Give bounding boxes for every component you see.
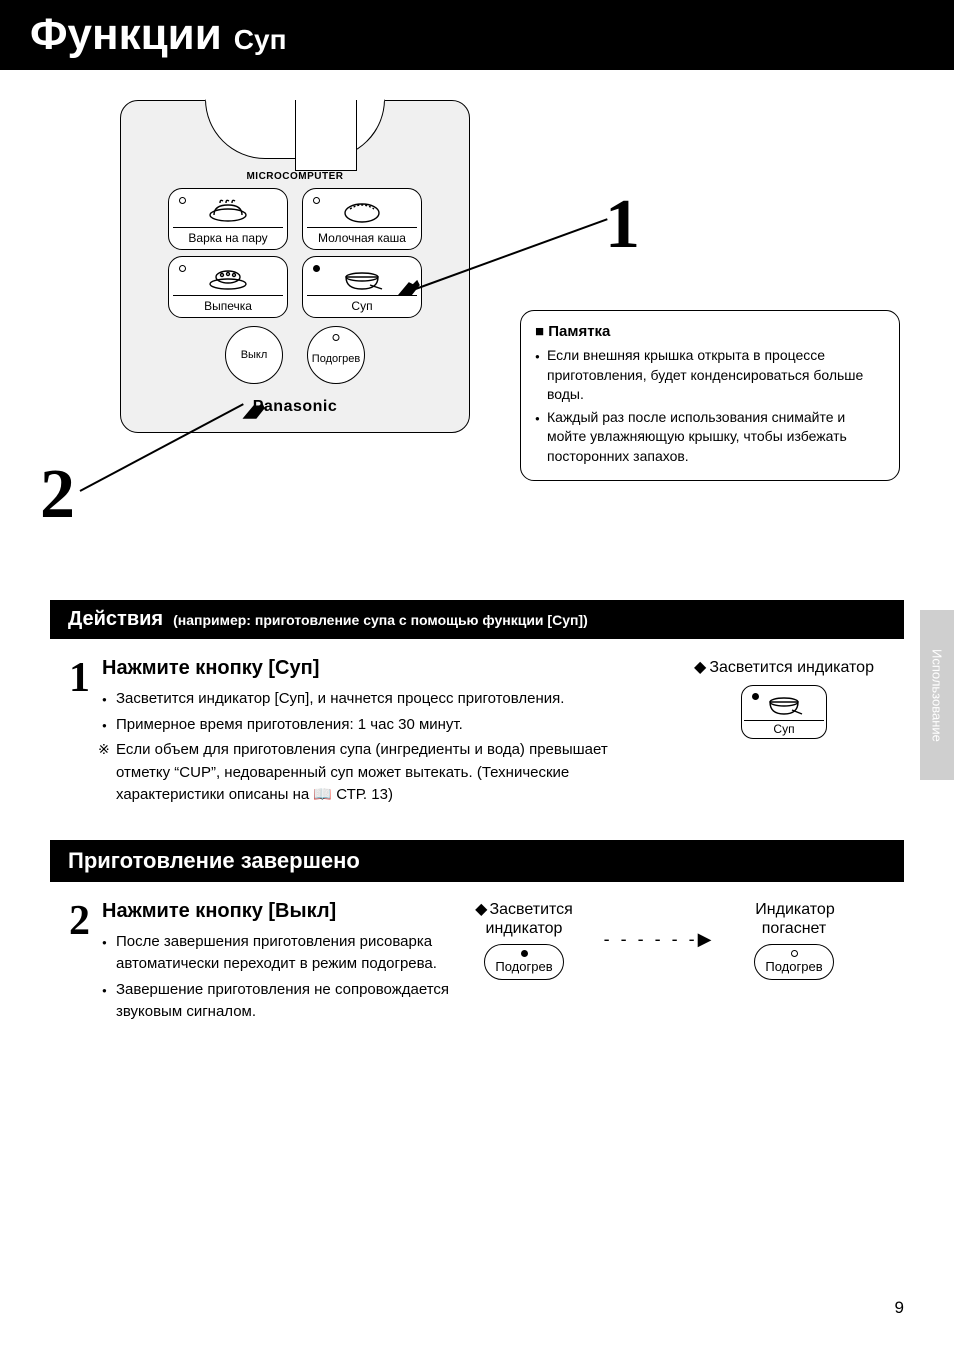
- note-item: Если внешняя крышка открыта в процессе п…: [535, 346, 885, 405]
- warm-off-label: Подогрев: [765, 959, 822, 974]
- step-2-title: Нажмите кнопку [Выкл]: [102, 900, 482, 923]
- dash-arrow-icon: - - - - - -▶: [604, 929, 715, 950]
- note-title: Памятка: [535, 321, 885, 342]
- soup-indicator-label: Суп: [744, 722, 824, 736]
- step-1: 1 Нажмите кнопку [Суп] Засветится индика…: [50, 657, 904, 810]
- indicator-off-column: Индикатор погаснет Подогрев: [734, 900, 854, 980]
- page-number: 9: [895, 1298, 904, 1318]
- side-tab: Использование: [920, 610, 954, 780]
- soup-indicator-led-icon: [752, 693, 759, 700]
- warm-on-label: Подогрев: [495, 959, 552, 974]
- title-bar: Функции Суп: [0, 0, 954, 70]
- soup-label: Суп: [307, 297, 417, 315]
- off-button[interactable]: Выкл: [225, 326, 283, 384]
- button-row-3: Выкл Подогрев: [137, 326, 453, 384]
- step-2: 2 Нажмите кнопку [Выкл] После завершения…: [50, 900, 904, 1070]
- warm-on-led-icon: [521, 950, 528, 957]
- done-bar: Приготовление завершено: [50, 840, 904, 882]
- microcomputer-label: MICROCOMPUTER: [137, 171, 453, 182]
- step-2-number: 2: [50, 900, 90, 1070]
- done-title: Приготовление завершено: [68, 848, 360, 873]
- step-2-bullet: После завершения приготовления рисоварка…: [102, 931, 482, 976]
- off-label: Выкл: [241, 349, 268, 361]
- steam-button[interactable]: Варка на пару: [168, 188, 288, 250]
- indicator-off-label: Индикатор погаснет: [734, 900, 854, 938]
- actions-subtitle: (например: приготовление супа с помощью …: [173, 612, 588, 628]
- control-panel: MICROCOMPUTER Варка на пару Молочная каш…: [120, 100, 470, 433]
- steam-label: Варка на пару: [173, 229, 283, 247]
- soup-bowl-icon: [764, 692, 804, 716]
- porridge-icon: [307, 195, 417, 225]
- title-main: Функции: [30, 10, 222, 60]
- step-1-number: 1: [50, 657, 90, 810]
- steam-icon: [173, 195, 283, 225]
- soup-indicator-widget: Суп: [741, 685, 827, 739]
- bake-icon: [173, 263, 283, 293]
- porridge-label: Молочная каша: [307, 229, 417, 247]
- actions-title: Действия: [68, 608, 163, 631]
- panel-notch: [205, 99, 385, 159]
- step-1-note: Если объем для приготовления супа (ингре…: [102, 739, 622, 807]
- actions-bar: Действия (например: приготовление супа с…: [50, 600, 904, 639]
- button-row-1: Варка на пару Молочная каша: [137, 188, 453, 250]
- callout-number-1: 1: [605, 185, 640, 265]
- callout-number-2: 2: [40, 455, 75, 535]
- warm-button[interactable]: Подогрев: [307, 326, 365, 384]
- title-sub: Суп: [234, 24, 287, 56]
- steam-led-icon: [179, 197, 186, 204]
- note-item: Каждый раз после использования снимайте …: [535, 408, 885, 467]
- step-2-content: Нажмите кнопку [Выкл] После завершения п…: [102, 900, 482, 1070]
- note-list: Если внешняя крышка открыта в процессе п…: [535, 346, 885, 467]
- soup-led-icon: [313, 265, 320, 272]
- porridge-button[interactable]: Молочная каша: [302, 188, 422, 250]
- side-tab-label: Использование: [930, 649, 945, 742]
- hand-icon-2: [240, 398, 268, 422]
- bake-button[interactable]: Выпечка: [168, 256, 288, 318]
- step-2-bullet: Завершение приготовления не сопровождает…: [102, 979, 482, 1024]
- bake-led-icon: [179, 265, 186, 272]
- warm-pill-on: Подогрев: [484, 944, 563, 980]
- warm-pill-off: Подогрев: [754, 944, 833, 980]
- indicator-row: Засветится индикатор Подогрев - - - - - …: [464, 900, 854, 980]
- step-1-indicator-label: Засветится индикатор: [694, 657, 874, 677]
- warm-off-led-icon: [791, 950, 798, 957]
- brand-label: Panasonic: [137, 398, 453, 416]
- warm-led-icon: [333, 334, 340, 341]
- note-box: Памятка Если внешняя крышка открыта в пр…: [520, 310, 900, 481]
- bake-label: Выпечка: [173, 297, 283, 315]
- indicator-on-label: Засветится индикатор: [464, 900, 584, 938]
- porridge-led-icon: [313, 197, 320, 204]
- hand-icon-1: [395, 275, 423, 299]
- indicator-on-column: Засветится индикатор Подогрев: [464, 900, 584, 980]
- warm-label: Подогрев: [312, 353, 360, 365]
- panel-area: MICROCOMPUTER Варка на пару Молочная каш…: [50, 100, 904, 540]
